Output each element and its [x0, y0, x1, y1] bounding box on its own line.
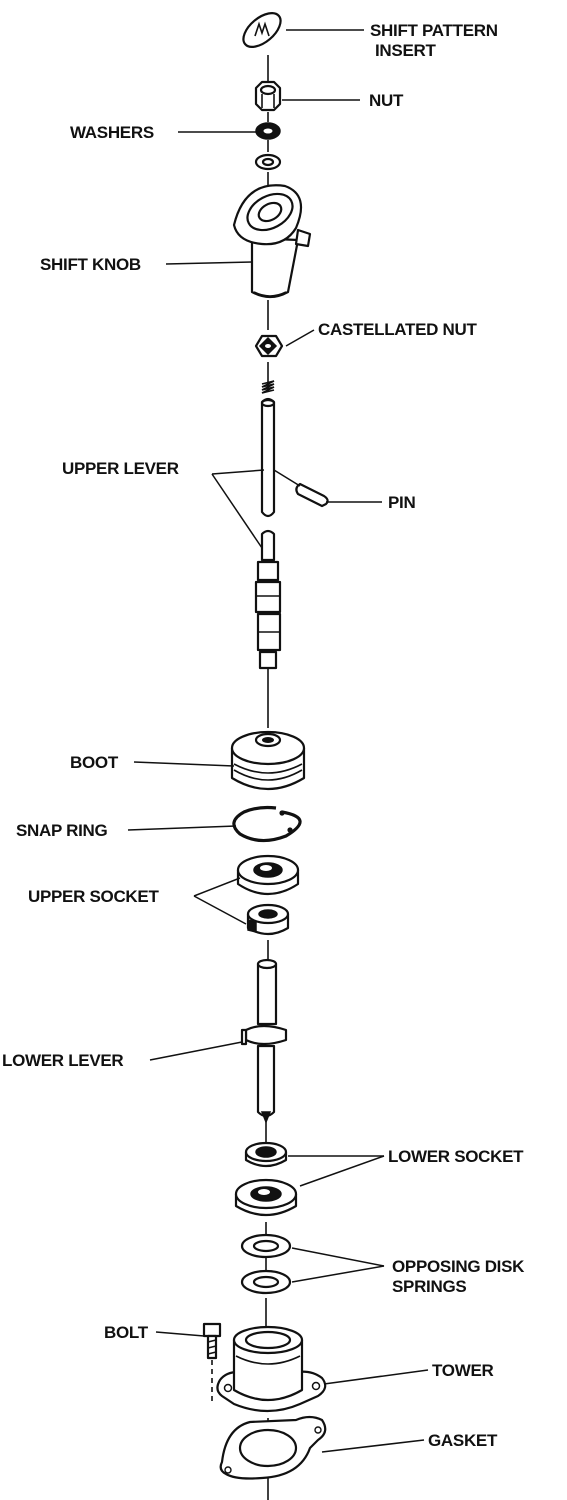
label-bolt: BOLT	[104, 1323, 149, 1342]
label-opposing-disk-springs-line2: SPRINGS	[392, 1277, 466, 1296]
upper-socket-plate-part	[236, 854, 300, 895]
lever-spring-part	[261, 380, 275, 394]
upper-lever-top-part	[260, 397, 276, 518]
leader-lines	[127, 29, 429, 1453]
opposing-disk-springs-part	[240, 1233, 292, 1295]
label-lower-socket: LOWER SOCKET	[388, 1147, 524, 1166]
upper-lever-bottom-part	[254, 529, 282, 670]
gasket-part	[219, 1415, 327, 1480]
bolt-part	[202, 1322, 222, 1360]
label-shift-pattern-insert-line1: SHIFT PATTERN	[370, 21, 498, 40]
label-upper-lever: UPPER LEVER	[62, 459, 179, 478]
part-labels: SHIFT PATTERN INSERT NUT WASHERS SHIFT K…	[2, 21, 525, 1450]
snap-ring-part	[232, 805, 302, 843]
label-lower-lever: LOWER LEVER	[2, 1051, 123, 1070]
boot-part	[230, 730, 306, 790]
washers-part	[254, 122, 282, 171]
label-snap-ring: SNAP RING	[16, 821, 108, 840]
shift-knob-part	[232, 184, 312, 299]
label-gasket: GASKET	[428, 1431, 498, 1450]
label-tower: TOWER	[432, 1361, 493, 1380]
label-boot: BOOT	[70, 753, 119, 772]
label-shift-pattern-insert-line2: INSERT	[375, 41, 436, 60]
label-upper-socket: UPPER SOCKET	[28, 887, 159, 906]
label-opposing-disk-springs-line1: OPPOSING DISK	[392, 1257, 525, 1276]
label-pin: PIN	[388, 493, 415, 512]
label-nut: NUT	[369, 91, 404, 110]
lower-socket-cup-part	[244, 1141, 288, 1168]
castellated-nut-part	[254, 334, 284, 358]
nut-part	[254, 80, 282, 112]
label-shift-knob: SHIFT KNOB	[40, 255, 141, 274]
lower-lever-part	[240, 958, 288, 1125]
upper-socket-cup-part	[246, 903, 290, 936]
shift-pattern-insert-part	[242, 12, 282, 48]
tower-part	[216, 1325, 327, 1413]
label-washers: WASHERS	[70, 123, 154, 142]
label-castellated-nut: CASTELLATED NUT	[318, 320, 477, 339]
lower-socket-plate-part	[234, 1178, 298, 1216]
pin-part	[295, 482, 329, 508]
